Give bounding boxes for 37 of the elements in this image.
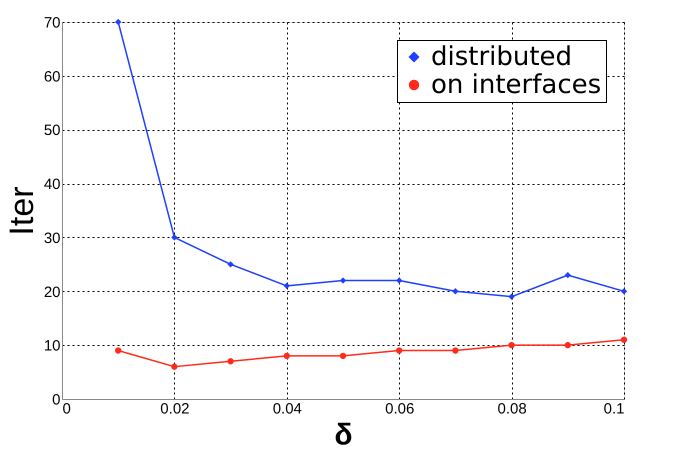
legend-label: on interfaces	[431, 70, 602, 100]
y-tick-label: 50	[44, 122, 60, 140]
point	[340, 277, 346, 284]
y-tick-label: 60	[44, 68, 60, 86]
point	[115, 347, 122, 354]
point	[396, 347, 402, 354]
point	[284, 352, 290, 360]
point	[171, 234, 178, 241]
legend-label: distributed	[431, 42, 572, 72]
point	[171, 364, 178, 370]
point	[620, 336, 628, 343]
point	[340, 352, 346, 360]
y-tick-label: 40	[44, 176, 60, 194]
x-tick-label: 0.08	[498, 400, 527, 418]
point	[284, 282, 290, 290]
point	[508, 342, 515, 348]
point	[620, 288, 628, 294]
x-tick-label: 0.1	[604, 400, 624, 418]
x-tick-label: 0.02	[160, 400, 190, 418]
point	[452, 347, 459, 354]
x-tick-label: 0.04	[272, 400, 302, 418]
x-tick-label: 0.06	[385, 400, 414, 418]
x-tick-label: 0	[62, 400, 71, 418]
x-axis-title: δ	[334, 418, 353, 449]
y-tick-label: 10	[44, 338, 60, 355]
point	[564, 272, 571, 278]
point	[508, 294, 515, 300]
point	[396, 277, 402, 284]
point	[227, 261, 234, 268]
y-axis-title: Iter	[2, 186, 41, 236]
y-tick-label: 70	[44, 14, 60, 32]
point	[564, 342, 571, 348]
point	[452, 288, 459, 294]
point	[115, 18, 122, 26]
y-tick-label: 30	[44, 230, 60, 247]
y-tick-label: 20	[44, 284, 60, 301]
point	[227, 358, 234, 364]
